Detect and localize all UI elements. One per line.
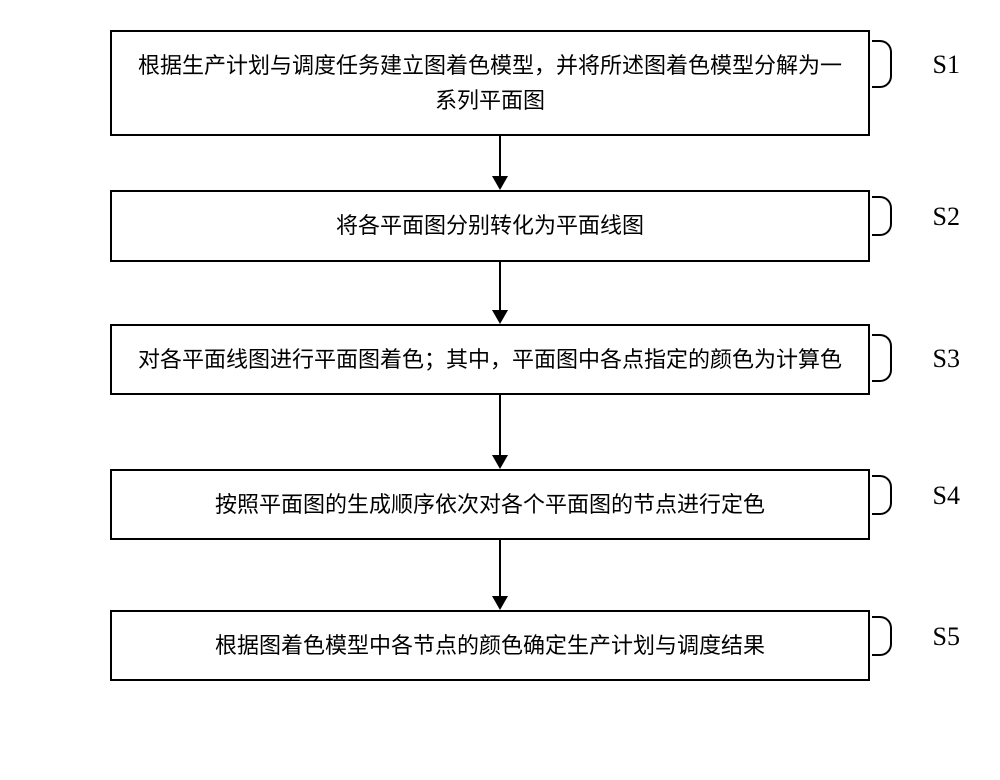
step-container-4: 按照平面图的生成顺序依次对各个平面图的节点进行定色 S4	[50, 469, 950, 540]
step-label-s1: S1	[933, 50, 960, 80]
box-text: 根据图着色模型中各节点的颜色确定生产计划与调度结果	[215, 633, 765, 658]
connector-2	[492, 262, 508, 324]
arrow-head	[492, 455, 508, 469]
arrow-line	[499, 395, 501, 455]
step-container-2: 将各平面图分别转化为平面线图 S2	[50, 190, 950, 261]
step-container-3: 对各平面线图进行平面图着色；其中，平面图中各点指定的颜色为计算色 S3	[50, 324, 950, 395]
box-text: 按照平面图的生成顺序依次对各个平面图的节点进行定色	[215, 492, 765, 517]
flowchart-box-s1: 根据生产计划与调度任务建立图着色模型，并将所述图着色模型分解为一系列平面图	[110, 30, 870, 136]
step-container-1: 根据生产计划与调度任务建立图着色模型，并将所述图着色模型分解为一系列平面图 S1	[50, 30, 950, 136]
bracket-s1	[872, 40, 892, 88]
arrow-line	[499, 540, 501, 596]
step-label-s2: S2	[933, 202, 960, 232]
flowchart-container: 根据生产计划与调度任务建立图着色模型，并将所述图着色模型分解为一系列平面图 S1…	[50, 30, 950, 681]
flowchart-box-s5: 根据图着色模型中各节点的颜色确定生产计划与调度结果	[110, 610, 870, 681]
connector-3	[492, 395, 508, 469]
flowchart-box-s4: 按照平面图的生成顺序依次对各个平面图的节点进行定色	[110, 469, 870, 540]
bracket-s3	[872, 334, 892, 382]
step-container-5: 根据图着色模型中各节点的颜色确定生产计划与调度结果 S5	[50, 610, 950, 681]
box-text: 对各平面线图进行平面图着色；其中，平面图中各点指定的颜色为计算色	[138, 347, 842, 372]
step-label-s4: S4	[933, 481, 960, 511]
arrow-head	[492, 176, 508, 190]
step-label-s3: S3	[933, 344, 960, 374]
connector-1	[492, 136, 508, 190]
arrow-line	[499, 136, 501, 176]
arrow-head	[492, 596, 508, 610]
bracket-s2	[872, 196, 892, 236]
arrow-line	[499, 262, 501, 310]
connector-4	[492, 540, 508, 610]
arrow-head	[492, 310, 508, 324]
box-text: 根据生产计划与调度任务建立图着色模型，并将所述图着色模型分解为一系列平面图	[138, 53, 842, 113]
flowchart-box-s3: 对各平面线图进行平面图着色；其中，平面图中各点指定的颜色为计算色	[110, 324, 870, 395]
bracket-s5	[872, 616, 892, 656]
box-text: 将各平面图分别转化为平面线图	[336, 213, 644, 238]
step-label-s5: S5	[933, 622, 960, 652]
flowchart-box-s2: 将各平面图分别转化为平面线图	[110, 190, 870, 261]
bracket-s4	[872, 475, 892, 515]
